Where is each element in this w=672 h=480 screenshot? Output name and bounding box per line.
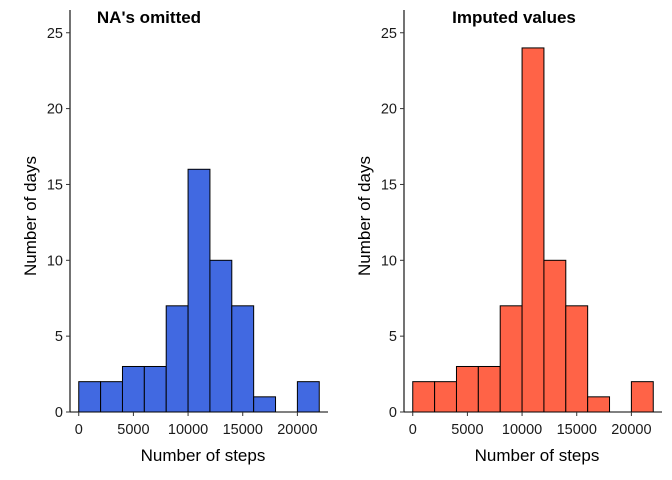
y-tick-label: 25: [381, 26, 397, 42]
x-tick-label: 10000: [168, 422, 208, 438]
y-tick-label: 20: [381, 102, 397, 118]
histogram-bar: [165, 305, 189, 413]
histogram-bar: [587, 396, 611, 413]
histogram-bar: [253, 396, 277, 413]
histogram-bar: [521, 47, 545, 413]
x-tick-label: 10000: [502, 422, 542, 438]
y-tick-label: 0: [55, 405, 63, 421]
x-tick-label: 20000: [611, 422, 651, 438]
chart-title: NA's omitted: [97, 8, 201, 27]
panel-na-omitted: 0 5 10 15 20 25 0 5000 10000 15000 20000 NA's omitt…: [21, 8, 328, 465]
y-tick-label: 5: [55, 329, 63, 345]
y-tick-label: 10: [381, 253, 397, 269]
histogram-bar: [565, 305, 589, 413]
x-tick-label: 15000: [557, 422, 597, 438]
histogram-bar: [499, 305, 523, 413]
y-axis-title: Number of days: [21, 156, 40, 276]
histogram-bar: [296, 381, 320, 413]
histogram-bar: [477, 365, 501, 413]
histogram-bar: [543, 259, 567, 413]
y-tick-label: 15: [47, 177, 63, 193]
histogram-bar: [143, 365, 167, 413]
y-axis-title: Number of days: [355, 156, 374, 276]
histogram-bar: [412, 381, 436, 413]
panel-imputed-values: 0 5 10 15 20 25 0 5000 10000 15000 20000 Imputed va…: [355, 8, 662, 465]
x-tick-label: 0: [75, 422, 83, 438]
chart-title: Imputed values: [452, 8, 576, 27]
y-tick-label: 5: [389, 329, 397, 345]
x-tick-label: 5000: [451, 422, 483, 438]
histogram-bar: [231, 305, 255, 413]
x-tick-label: 0: [409, 422, 417, 438]
x-tick-label: 15000: [223, 422, 263, 438]
histogram-bar: [630, 381, 654, 413]
y-tick-label: 10: [47, 253, 63, 269]
histogram-bar: [78, 381, 102, 413]
y-tick-label: 0: [389, 405, 397, 421]
x-tick-label: 20000: [277, 422, 317, 438]
histogram-bar: [100, 381, 123, 413]
y-tick-label: 15: [381, 177, 397, 193]
y-tick-label: 25: [47, 26, 63, 42]
histogram-bar: [434, 381, 457, 413]
y-tick-label: 20: [47, 102, 63, 118]
histogram-bar: [187, 168, 211, 413]
x-tick-label: 5000: [117, 422, 149, 438]
histogram-bar: [455, 365, 479, 413]
histogram-bar: [209, 259, 233, 413]
histogram-bar: [121, 365, 145, 413]
x-axis-title: Number of steps: [475, 446, 600, 465]
x-axis-title: Number of steps: [141, 446, 266, 465]
